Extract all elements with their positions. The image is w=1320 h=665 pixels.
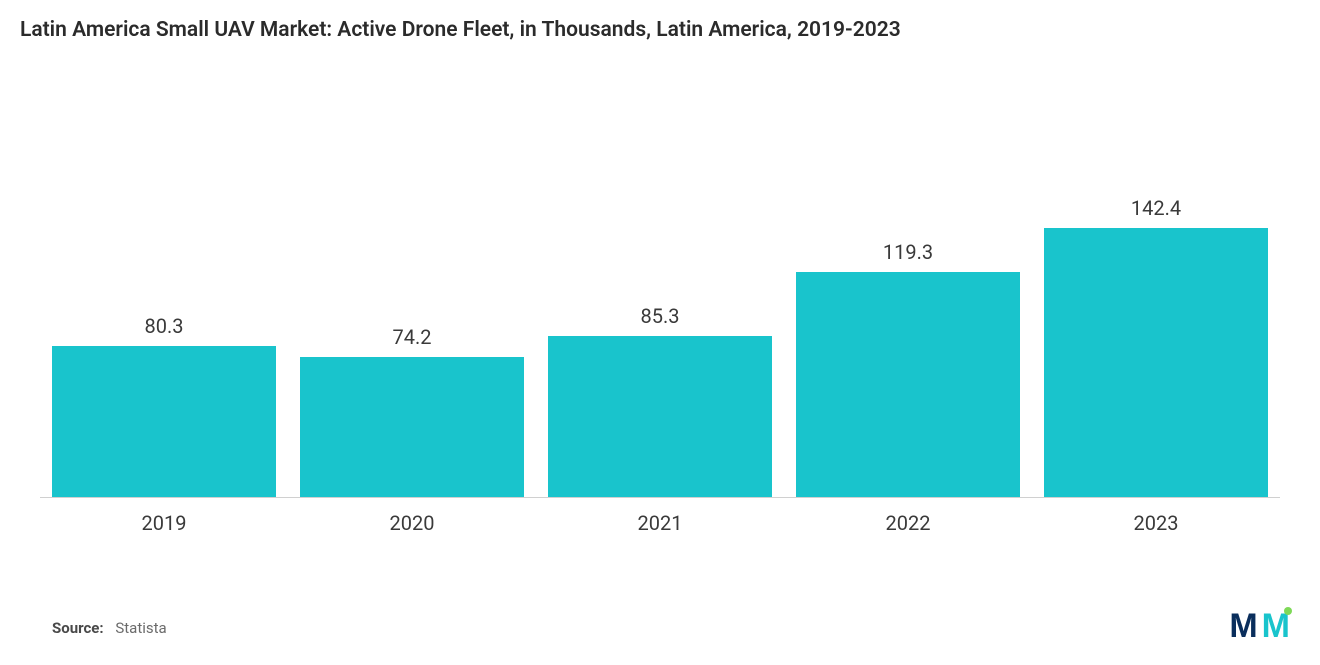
bar-value-label: 142.4 — [1131, 196, 1181, 220]
bar — [796, 272, 1019, 497]
logo-glyph-2: M — [1262, 609, 1290, 643]
bar — [52, 346, 275, 497]
logo-glyph-1: M — [1229, 609, 1257, 643]
bar-category-label: 2023 — [1134, 511, 1179, 547]
x-axis-line — [40, 497, 1280, 498]
bar-value-label: 85.3 — [641, 304, 680, 328]
bar — [300, 357, 523, 497]
chart-title: Latin America Small UAV Market: Active D… — [20, 18, 901, 42]
bar — [548, 336, 771, 497]
bar-category-label: 2019 — [142, 511, 187, 547]
bar-group: 80.3 2019 — [52, 314, 275, 547]
logo-dot-icon — [1284, 607, 1292, 615]
bar — [1044, 228, 1267, 497]
bar-group: 119.3 2022 — [796, 240, 1019, 547]
bar-category-label: 2020 — [390, 511, 435, 547]
bar-value-label: 80.3 — [145, 314, 184, 338]
bar-category-label: 2021 — [638, 511, 683, 547]
bar-group: 85.3 2021 — [548, 304, 771, 547]
bar-value-label: 119.3 — [883, 240, 933, 264]
bar-group: 142.4 2023 — [1044, 196, 1267, 547]
bar-category-label: 2022 — [886, 511, 931, 547]
bar-group: 74.2 2020 — [300, 325, 523, 547]
brand-logo: M M — [1229, 609, 1290, 643]
chart-area: 80.3 2019 74.2 2020 85.3 2021 119.3 2022 142.4 20… — [40, 82, 1280, 547]
source-attribution: Source: Statista — [52, 619, 167, 637]
bar-value-label: 74.2 — [393, 325, 432, 349]
source-value: Statista — [115, 619, 166, 637]
source-label: Source: — [52, 619, 104, 637]
